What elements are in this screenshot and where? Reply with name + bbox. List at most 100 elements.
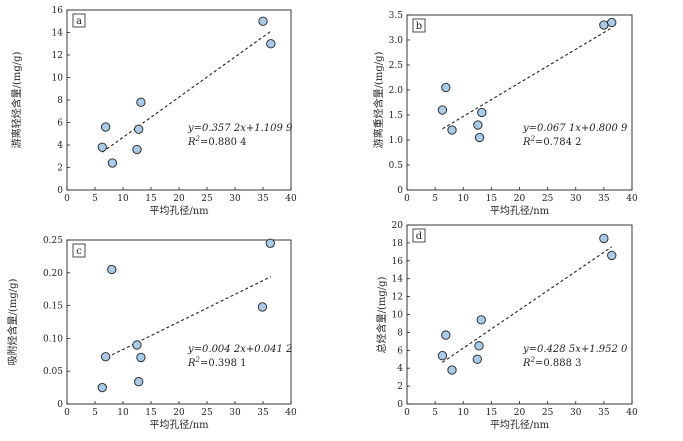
panel-d-x-axis-label: 平均孔径/nm [490, 418, 550, 431]
panel-b-data-point-4 [474, 132, 485, 143]
panel-c-letter-box [72, 243, 86, 258]
panel-b-r-squared-value: =0.784 2 [535, 137, 582, 148]
panel-d-ytick-label-10: 20 [392, 221, 404, 231]
panel-b-data-point-5 [477, 107, 487, 118]
panel-a-ytick-label-8: 16 [52, 6, 64, 16]
panel-a-xtick-label-4: 20 [173, 194, 185, 204]
panel-b-ytick-label-7: 3.5 [389, 11, 404, 21]
panel-a-ytick-label-1: 2 [57, 164, 63, 174]
panel-a-data-point-2 [107, 158, 118, 168]
panel-a-xtick-label-5: 25 [201, 194, 213, 204]
panel-a-ytick-label-0: 0 [57, 186, 63, 196]
panel-a-xtick-label-2: 10 [117, 194, 129, 204]
panel-d-data-point-4 [474, 341, 484, 351]
panel-b-letter: b [416, 21, 422, 32]
panel-d-fit-equation: y=0.428 5x+1.952 0 [522, 344, 628, 355]
panel-a-letter: a [76, 16, 82, 27]
panel-a-data-point-1 [100, 122, 111, 132]
panel-c-xtick-label-6: 30 [229, 408, 241, 418]
panel-c-data-point-4 [134, 377, 144, 387]
panel-c-xtick-label-1: 5 [92, 408, 98, 418]
panel-c-xtick-label-3: 15 [145, 408, 157, 418]
panel-a-r-squared-value: =0.880 4 [200, 137, 247, 148]
panel-c-ytick-label-2: 0.10 [43, 334, 63, 344]
panel-d-fit-line [442, 246, 613, 363]
panel-a-fit-line [101, 30, 272, 153]
panel-b-fit-equation: y=0.067 1x+0.800 9 [522, 123, 628, 134]
panel-a-data-point-6 [258, 16, 268, 26]
panel-c-xtick-label-4: 20 [173, 408, 185, 418]
panel-c-ytick-label-0: 0 [57, 400, 63, 410]
panel-d-xtick-label-4: 20 [514, 408, 526, 418]
panel-b-r-squared: R2=0.784 2 [522, 135, 582, 148]
panel-b-xtick-label-2: 10 [458, 194, 470, 204]
panel-c-data-point-3 [132, 340, 142, 350]
panel-a-data-point-0 [97, 142, 107, 152]
panel-b-xtick-label-6: 30 [570, 194, 582, 204]
panel-d-ytick-label-8: 16 [392, 257, 404, 267]
panel-d-data-point-7 [607, 250, 617, 261]
panel-b-data-point-2 [447, 125, 457, 135]
panel-c-xtick-label-8: 40 [285, 408, 297, 418]
panel-d: d0 5 10 15 20 25 30 35 4002468101214161820平均孔径/n… [375, 221, 638, 431]
panel-b-data-point-6 [599, 20, 609, 30]
panel-b-frame [406, 14, 633, 191]
panel-b-y-axis-label: 游离重烃含量/(mg/g) [372, 51, 385, 148]
panel-b-ytick-label-6: 3.0 [389, 36, 404, 46]
panel-a-y-axis-label: 游离轻烃含量/(mg/g) [10, 51, 23, 148]
panel-a-ytick-label-7: 14 [52, 29, 64, 39]
panel-a-x-axis-label: 平均孔径/nm [149, 204, 209, 217]
panel-b-data-point-0 [437, 105, 448, 115]
panel-d-r-squared-symbol: R [522, 358, 531, 369]
panel-c-data-point-5 [136, 352, 146, 363]
panel-c-data-point-6 [257, 302, 268, 312]
panel-a-frame [66, 9, 292, 191]
panel-c-ytick-label-5: 0.25 [43, 236, 63, 246]
panel-c-data-point-1 [100, 352, 111, 362]
panel-b-ytick-label-0: 0 [397, 186, 403, 196]
panel-c-data-point-2 [107, 264, 117, 275]
panel-a-data-point-7 [266, 39, 276, 49]
panel-d-xtick-label-6: 30 [570, 408, 582, 418]
panel-c-r-squared-exponent: 2 [195, 356, 201, 364]
panel-d-ytick-label-0: 0 [397, 400, 403, 410]
panel-b-ytick-label-4: 2.0 [389, 86, 404, 96]
panel-d-ytick-label-2: 4 [397, 364, 403, 374]
panel-b-xtick-label-0: 0 [404, 194, 410, 204]
panel-c-xtick-label-0: 0 [64, 408, 70, 418]
panel-a-xtick-label-8: 40 [285, 194, 297, 204]
panel-d-xtick-label-2: 10 [458, 408, 470, 418]
panel-a-r-squared: R2=0.880 4 [187, 135, 247, 148]
panel-c-xtick-label-2: 10 [117, 408, 129, 418]
panel-d-r-squared-exponent: 2 [530, 356, 536, 364]
panel-d-frame [406, 224, 633, 405]
panel-d-ytick-label-7: 14 [392, 275, 404, 285]
panel-b-ytick-label-3: 1.5 [389, 111, 404, 121]
panel-b-ytick-label-2: 1.0 [389, 136, 404, 146]
panel-a-xtick-label-6: 30 [229, 194, 241, 204]
panel-a-xtick-label-7: 35 [257, 194, 269, 204]
panel-a-ytick-label-3: 6 [57, 119, 63, 129]
panel-d-y-axis-label: 总烃含量/(mg/g) [375, 276, 388, 353]
panel-a: a 0 5 10 15 20 25 30 35 40 0 2 4 6 8 10 12 14 16 平均孔径/nm 游离轻… [10, 6, 297, 217]
panel-b-r-squared-symbol: R [522, 137, 531, 148]
panel-b-xtick-label-1: 5 [432, 194, 438, 204]
panel-a-letter-box [72, 13, 86, 28]
panel-d-data-point-1 [441, 330, 451, 340]
panel-c-r-squared-symbol: R [187, 358, 196, 369]
panel-a-data-point-4 [134, 124, 144, 134]
panel-d-xtick-label-3: 15 [486, 408, 498, 418]
panel-d-xtick-label-0: 0 [404, 408, 410, 418]
panel-d-ytick-label-4: 8 [397, 328, 403, 338]
panel-a-xtick-label-3: 15 [145, 194, 157, 204]
panel-c-letter: c [76, 246, 82, 257]
panel-b-letter-box [412, 18, 426, 33]
panel-c-fit-line [102, 276, 272, 361]
panel-c-xtick-label-7: 35 [257, 408, 269, 418]
panel-c-xtick-label-5: 25 [201, 408, 213, 418]
panel-c-r-squared-value: =0.398 1 [200, 358, 247, 369]
panel-d-ytick-label-5: 10 [392, 311, 404, 321]
panel-c-data-point-0 [97, 382, 107, 393]
panel-a-xtick-label-1: 5 [92, 194, 98, 204]
